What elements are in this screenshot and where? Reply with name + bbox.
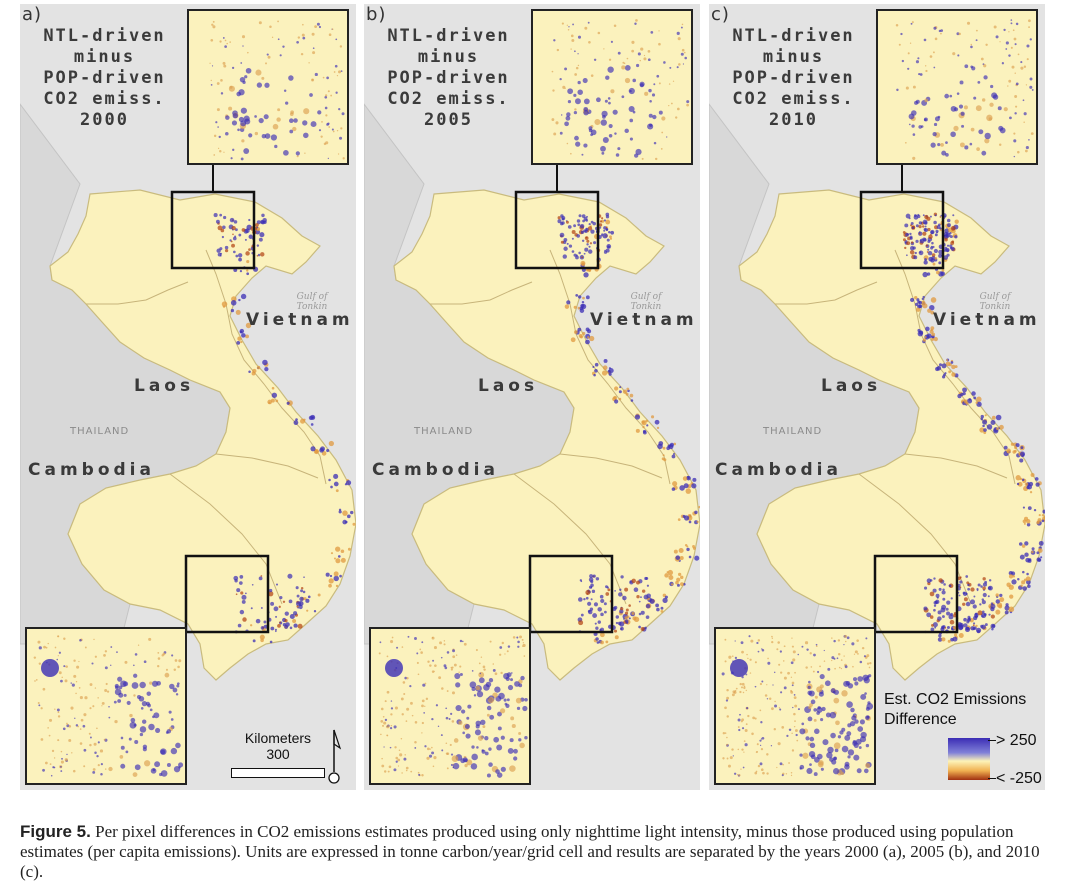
legend-high-label: > 250 bbox=[996, 732, 1037, 749]
label-gulf: Gulf of Tonkin bbox=[979, 292, 1011, 312]
scale-bar-graphic bbox=[231, 768, 325, 778]
label-thailand: THAILAND bbox=[70, 426, 130, 437]
country-border bbox=[169, 473, 283, 605]
legend-tick-low bbox=[988, 778, 996, 779]
label-laos: Laos bbox=[478, 376, 539, 396]
country-border bbox=[894, 249, 1016, 485]
label-cambodia: Cambodia bbox=[28, 460, 155, 480]
label-thailand: THAILAND bbox=[414, 426, 474, 437]
label-gulf: Gulf of Tonkin bbox=[296, 292, 328, 312]
label-laos: Laos bbox=[134, 376, 195, 396]
country-border bbox=[513, 473, 627, 605]
label-thailand: THAILAND bbox=[763, 426, 823, 437]
label-laos: Laos bbox=[821, 376, 882, 396]
figure-number: Figure 5. bbox=[20, 822, 91, 841]
country-border bbox=[904, 453, 1008, 479]
study-area-land bbox=[738, 189, 1045, 681]
study-area-land bbox=[393, 189, 700, 681]
legend-low-label: < -250 bbox=[996, 770, 1042, 787]
emission-pattern bbox=[557, 212, 700, 645]
panel-label: c) bbox=[711, 4, 730, 25]
panel-title: NTL-driven minus POP-driven CO2 emiss. 2… bbox=[43, 26, 166, 130]
country-border bbox=[430, 281, 533, 305]
country-border bbox=[86, 281, 189, 305]
label-cambodia: Cambodia bbox=[715, 460, 842, 480]
inset-south bbox=[25, 627, 187, 785]
legend-tick-high bbox=[988, 740, 996, 741]
map-panel-2010: c) NTL-driven minus POP-driven CO2 emiss… bbox=[709, 4, 1045, 790]
map-panel-2005: b) NTL-driven minus POP-driven CO2 emiss… bbox=[364, 4, 700, 790]
legend-title: Est. CO2 Emissions Difference bbox=[884, 691, 1027, 728]
country-border bbox=[215, 453, 319, 479]
panel-title: NTL-driven minus POP-driven CO2 emiss. 2… bbox=[387, 26, 510, 130]
scale-value: 300 bbox=[266, 746, 290, 762]
figure-caption: Figure 5. Per pixel differences in CO2 e… bbox=[20, 822, 1050, 882]
scale-title: Kilometers bbox=[244, 730, 312, 746]
label-vietnam: Vietnam bbox=[933, 310, 1041, 330]
caption-text: Per pixel differences in CO2 emissions e… bbox=[20, 822, 1040, 881]
inset-north bbox=[187, 9, 349, 165]
legend-color-ramp bbox=[948, 738, 990, 780]
label-vietnam: Vietnam bbox=[246, 310, 354, 330]
inset-south bbox=[714, 627, 876, 785]
map-canvas bbox=[364, 4, 700, 790]
label-vietnam: Vietnam bbox=[590, 310, 698, 330]
panel-label: b) bbox=[366, 4, 387, 25]
emission-pattern bbox=[213, 213, 356, 644]
study-area-land bbox=[49, 189, 356, 681]
country-border bbox=[549, 249, 671, 485]
map-canvas bbox=[20, 4, 356, 790]
inset-south bbox=[369, 627, 531, 785]
panel-label: a) bbox=[22, 4, 43, 25]
zoom-box-south bbox=[873, 554, 959, 634]
north-arrow-icon bbox=[328, 729, 342, 784]
inset-north bbox=[876, 9, 1038, 165]
scale-bar: Kilometers 300 bbox=[218, 730, 338, 778]
map-panel-2000: a) NTL-driven minus POP-driven CO2 emiss… bbox=[20, 4, 356, 790]
legend: Est. CO2 Emissions Difference > 250 < -2… bbox=[884, 690, 1064, 787]
label-gulf: Gulf of Tonkin bbox=[630, 292, 662, 312]
map-canvas bbox=[709, 4, 1045, 790]
country-border bbox=[559, 453, 663, 479]
label-cambodia: Cambodia bbox=[372, 460, 499, 480]
country-border bbox=[775, 281, 878, 305]
panel-title: NTL-driven minus POP-driven CO2 emiss. 2… bbox=[732, 26, 855, 130]
zoom-box-south bbox=[184, 554, 270, 634]
zoom-box-south bbox=[528, 554, 614, 634]
inset-north bbox=[531, 9, 693, 165]
